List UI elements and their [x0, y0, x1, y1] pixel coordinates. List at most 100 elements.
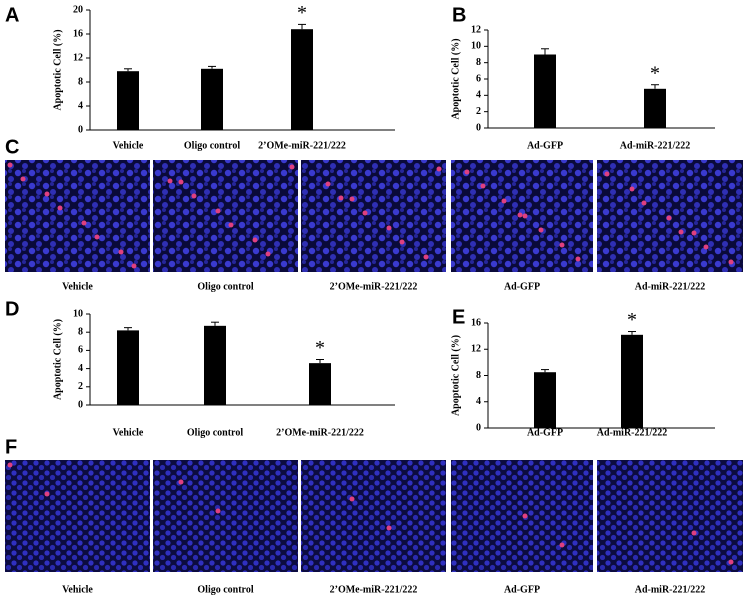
stained-cell — [7, 162, 13, 168]
stained-cell — [349, 496, 355, 502]
image-caption: 2’OMe-miR-221/222 — [330, 281, 418, 292]
image-caption: Ad-GFP — [504, 281, 540, 292]
y-tick-label: 6 — [78, 345, 83, 356]
stained-cell — [349, 196, 355, 202]
stained-cell — [57, 205, 63, 211]
x-tick-label: Ad-miR-221/222 — [597, 427, 668, 438]
x-tick-label: 2’OMe-miR-221/222 — [258, 140, 346, 151]
stained-cell — [399, 239, 405, 245]
y-tick-label: 12 — [73, 52, 83, 63]
bar — [291, 29, 313, 131]
image-caption: 2’OMe-miR-221/222 — [330, 584, 418, 595]
y-tick-label: 4 — [78, 100, 83, 111]
y-tick-label: 6 — [476, 73, 481, 84]
y-tick-label: 16 — [73, 28, 83, 39]
stained-cell — [386, 525, 392, 531]
stained-cell — [191, 193, 197, 199]
stained-cell — [480, 183, 486, 189]
stained-cell — [20, 176, 26, 182]
stained-cell — [228, 222, 234, 228]
bar — [117, 71, 139, 130]
y-tick-label: 4 — [476, 396, 481, 407]
y-tick-label: 2 — [78, 381, 83, 392]
stained-cell — [338, 195, 344, 201]
x-tick-label: Ad-miR-221/222 — [620, 140, 691, 151]
x-tick-label: Ad-GFP — [527, 140, 563, 151]
x-tick-label: Ad-GFP — [527, 427, 563, 438]
stained-cell — [691, 230, 697, 236]
stained-cell — [362, 210, 368, 216]
image-caption: Ad-GFP — [504, 584, 540, 595]
significance-mark: * — [297, 2, 307, 24]
y-tick-label: 4 — [476, 90, 481, 101]
panel-label: E — [452, 306, 465, 328]
micrograph — [5, 460, 150, 572]
stained-cell — [44, 491, 50, 497]
stained-cell — [252, 237, 258, 243]
bar — [117, 330, 139, 405]
stained-cell — [538, 227, 544, 233]
stained-cell — [559, 242, 565, 248]
x-tick-label: Oligo control — [184, 140, 240, 151]
stained-cell — [575, 256, 581, 262]
y-tick-label: 2 — [476, 106, 481, 117]
image-caption: Oligo control — [197, 584, 253, 595]
y-tick-label: 12 — [471, 344, 481, 355]
stained-cell — [7, 462, 13, 468]
x-tick-label: Oligo control — [187, 427, 243, 438]
micrograph — [597, 460, 743, 572]
bar — [534, 372, 556, 428]
stained-cell — [178, 479, 184, 485]
significance-mark: * — [650, 62, 660, 84]
stained-cell — [178, 179, 184, 185]
bar — [644, 88, 666, 128]
image-caption: Vehicle — [62, 584, 93, 595]
image-caption: Ad-miR-221/222 — [635, 281, 706, 292]
image-caption: Vehicle — [62, 281, 93, 292]
y-tick-label: 8 — [476, 370, 481, 381]
bar — [534, 54, 556, 128]
stained-cell — [94, 234, 100, 240]
micrograph — [301, 460, 446, 572]
image-caption: Oligo control — [197, 281, 253, 292]
stained-cell — [666, 215, 672, 221]
stained-cell — [464, 169, 470, 175]
x-tick-label: Vehicle — [113, 140, 144, 151]
y-axis-label: Apoptotic Cell (%) — [52, 29, 63, 110]
micrograph — [301, 160, 446, 272]
y-axis-label: Apoptotic Cell (%) — [450, 38, 461, 119]
significance-mark: * — [315, 337, 325, 359]
y-tick-label: 0 — [78, 124, 83, 135]
stained-cell — [265, 251, 271, 257]
stained-cell — [289, 164, 295, 170]
stained-cell — [703, 244, 709, 250]
stained-cell — [325, 181, 331, 187]
stained-cell — [559, 542, 565, 548]
y-tick-label: 0 — [78, 399, 83, 410]
stained-cell — [517, 212, 523, 218]
bar — [309, 363, 331, 405]
stained-cell — [522, 213, 528, 219]
image-caption: Ad-miR-221/222 — [635, 584, 706, 595]
panel-label: B — [452, 4, 466, 26]
stained-cell — [131, 263, 137, 269]
stained-cell — [215, 208, 221, 214]
y-tick-label: 8 — [476, 57, 481, 68]
y-axis-label: Apoptotic Cell (%) — [450, 335, 461, 416]
panel-label: F — [5, 436, 17, 458]
panel-label: D — [5, 298, 19, 320]
bar — [204, 325, 226, 405]
stained-cell — [728, 259, 734, 265]
y-tick-label: 4 — [78, 363, 83, 374]
y-tick-label: 20 — [73, 4, 83, 15]
micrograph — [153, 160, 298, 272]
y-tick-label: 16 — [471, 317, 481, 328]
bar — [201, 68, 223, 130]
stained-cell — [629, 186, 635, 192]
x-tick-label: 2’OMe-miR-221/222 — [276, 427, 364, 438]
stained-cell — [436, 166, 442, 172]
y-tick-label: 8 — [78, 326, 83, 337]
stained-cell — [501, 198, 507, 204]
stained-cell — [522, 513, 528, 519]
stained-cell — [386, 225, 392, 231]
